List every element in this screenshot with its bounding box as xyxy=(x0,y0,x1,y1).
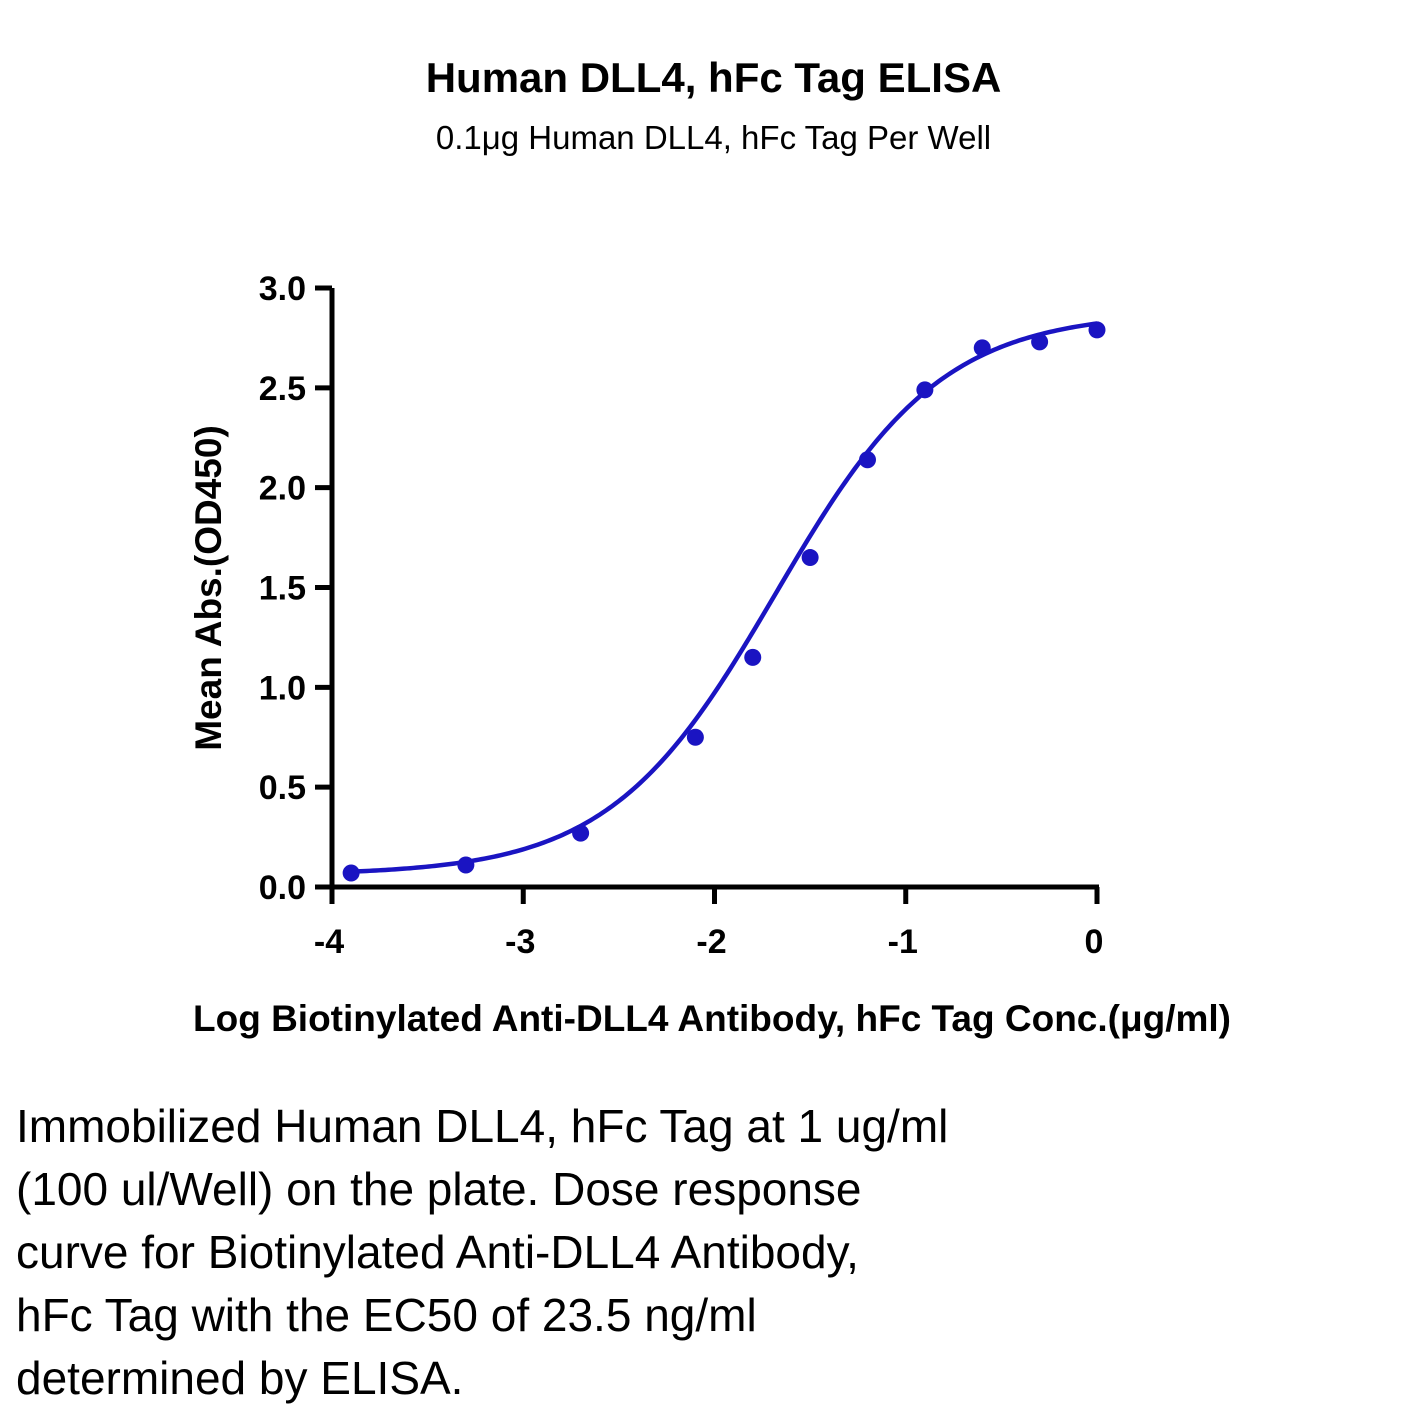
y-tick-label: 1.5 xyxy=(259,570,306,608)
caption-line: Immobilized Human DLL4, hFc Tag at 1 ug/… xyxy=(16,1100,949,1152)
data-point xyxy=(1088,321,1106,339)
data-point xyxy=(457,856,475,874)
y-tick-label: 0.0 xyxy=(259,869,306,907)
data-point xyxy=(686,728,704,746)
x-tick-label: 0 xyxy=(1085,923,1104,961)
data-point xyxy=(572,824,590,842)
chart-subtitle: 0.1μg Human DLL4, hFc Tag Per Well xyxy=(435,119,992,156)
x-axis-label: Log Biotinylated Anti-DLL4 Antibody, hFc… xyxy=(193,998,1231,1039)
data-point xyxy=(916,381,934,399)
caption-line: determined by ELISA. xyxy=(16,1352,464,1404)
y-tick-label: 0.5 xyxy=(259,769,306,807)
chart-title: Human DLL4, hFc Tag ELISA xyxy=(425,54,1002,101)
data-point xyxy=(1031,333,1049,351)
data-point xyxy=(342,864,360,882)
axes xyxy=(315,285,1100,904)
x-tick-label: -2 xyxy=(696,923,726,961)
data-point xyxy=(801,549,819,567)
fit-curve-layer xyxy=(351,321,1098,874)
data-point xyxy=(744,648,762,666)
data-point xyxy=(859,451,876,469)
y-tick-label: 2.5 xyxy=(259,370,306,408)
dose-response-chart: 0.0 0.5 1.0 1.5 2.0 2.5 3.0 -4 -3 -2 -1 0 Log Bioti… xyxy=(188,270,1231,1039)
caption-line: hFc Tag with the EC50 of 23.5 ng/ml xyxy=(16,1289,757,1341)
y-tick-label: 2.0 xyxy=(259,470,306,508)
data-point xyxy=(973,339,991,357)
y-tick-label: 1.0 xyxy=(259,669,306,707)
figure-caption: Immobilized Human DLL4, hFc Tag at 1 ug/… xyxy=(16,1095,1196,1410)
x-tick-label: -3 xyxy=(505,923,535,961)
y-tick-label: 3.0 xyxy=(259,270,306,308)
caption-line: (100 ul/Well) on the plate. Dose respons… xyxy=(16,1163,862,1215)
data-points xyxy=(342,321,1106,882)
tick-labels: 0.0 0.5 1.0 1.5 2.0 2.5 3.0 -4 -3 -2 -1 0 xyxy=(259,270,1104,961)
x-tick-label: -1 xyxy=(888,923,918,961)
caption-line: curve for Biotinylated Anti-DLL4 Antibod… xyxy=(16,1226,859,1278)
fit-curve xyxy=(351,321,1098,874)
x-tick-label: -4 xyxy=(314,923,344,961)
y-axis-label: Mean Abs.(OD450) xyxy=(188,425,229,751)
